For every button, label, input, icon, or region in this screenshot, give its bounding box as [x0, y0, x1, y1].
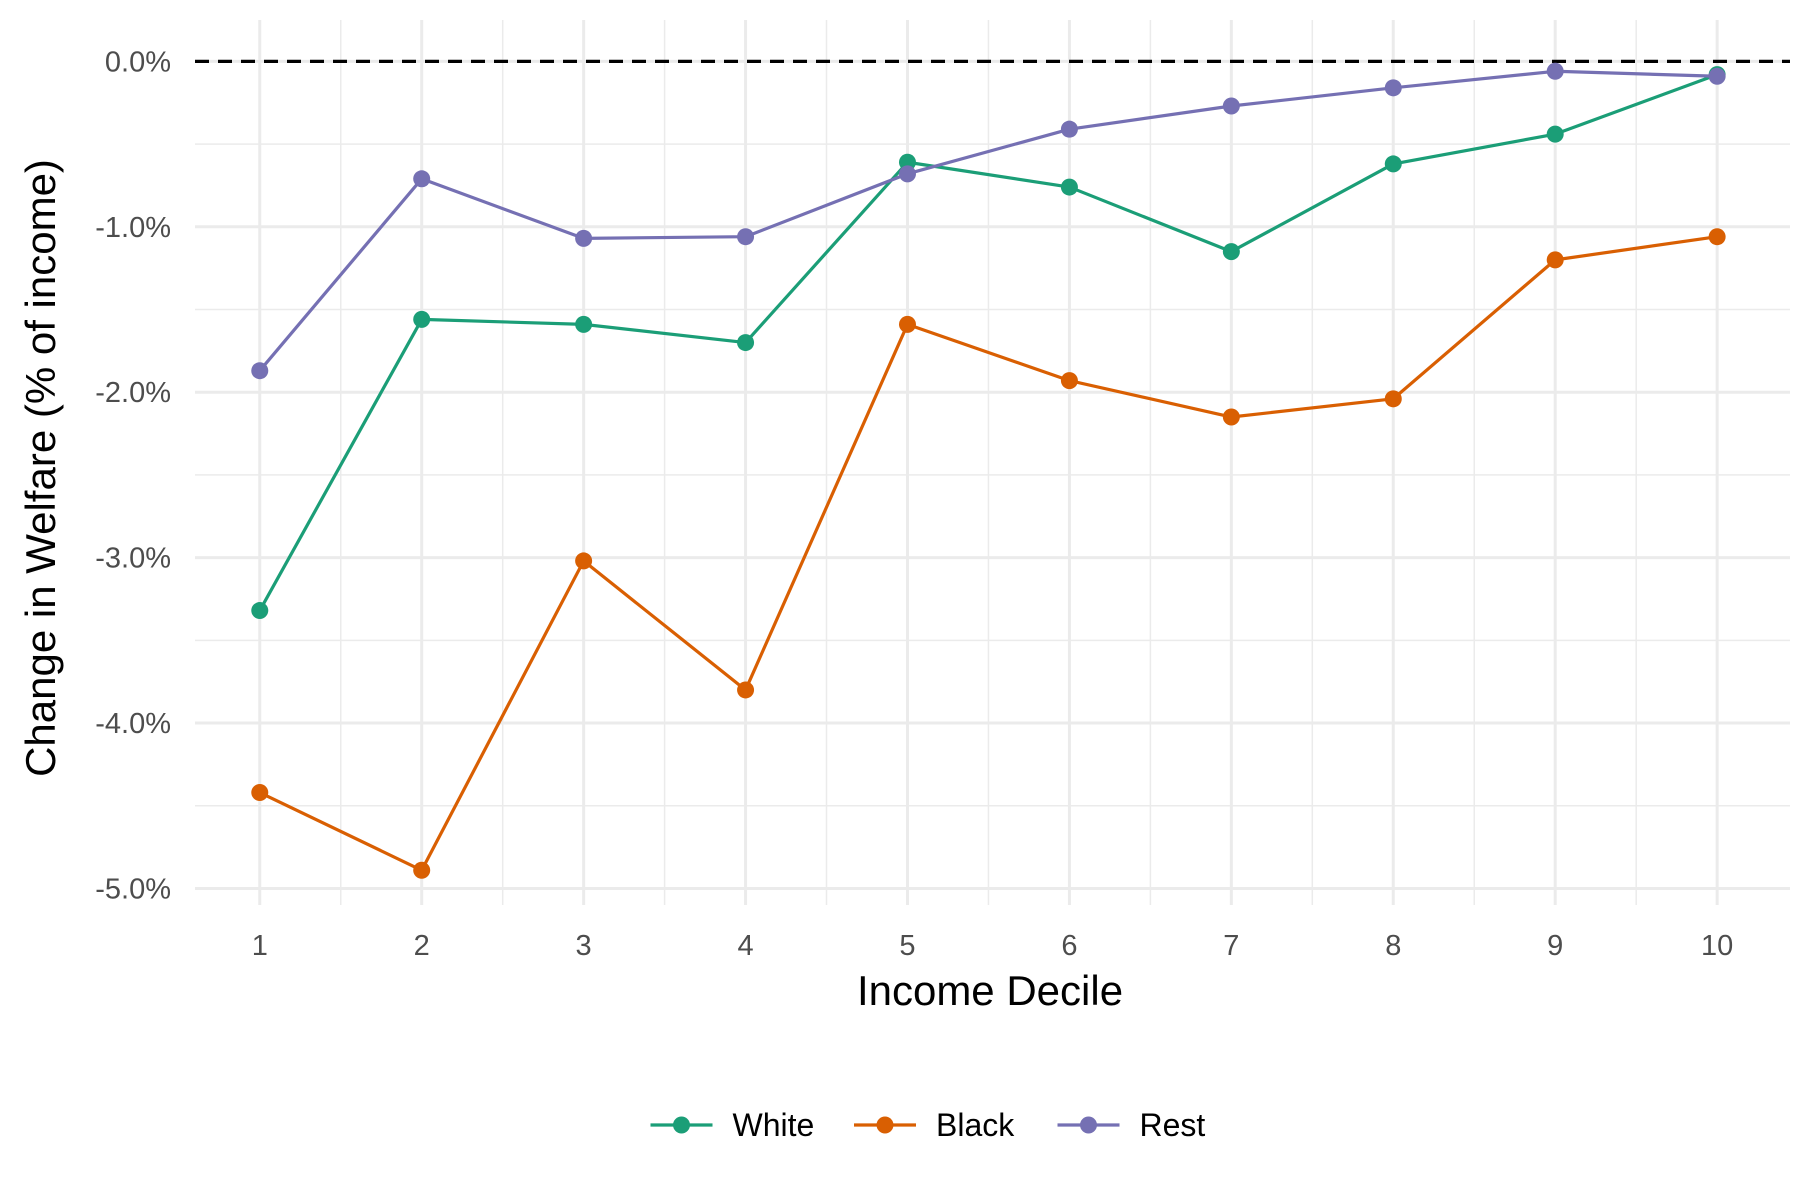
legend-item-white: White	[650, 1107, 815, 1143]
data-point-white-2	[413, 310, 431, 328]
x-axis-ticks: 1 2 3 4 5 6 7 8 9 10	[252, 930, 1734, 962]
data-point-rest-7	[1222, 97, 1240, 115]
legend-item-rest: Rest	[1057, 1107, 1206, 1143]
data-point-black-4	[737, 681, 755, 699]
legend-label-rest: Rest	[1140, 1107, 1206, 1143]
data-point-rest-3	[575, 229, 593, 247]
data-point-white-9	[1546, 125, 1564, 143]
x-tick-label: 3	[576, 930, 592, 962]
data-point-white-1	[251, 602, 269, 620]
x-tick-label: 5	[899, 930, 915, 962]
x-tick-label: 9	[1547, 930, 1563, 962]
data-point-white-6	[1060, 178, 1078, 196]
x-tick-label: 7	[1223, 930, 1239, 962]
y-axis-title: Change in Welfare (% of income)	[17, 159, 64, 777]
legend-label-black: Black	[936, 1107, 1015, 1143]
data-point-white-7	[1222, 243, 1240, 261]
y-tick-label: -1.0%	[95, 212, 171, 244]
data-point-black-3	[575, 552, 593, 570]
data-point-rest-2	[413, 170, 431, 188]
data-point-black-9	[1546, 251, 1564, 269]
data-point-black-10	[1708, 228, 1726, 246]
y-tick-label: -5.0%	[95, 873, 171, 905]
data-point-rest-8	[1384, 79, 1402, 97]
legend-key-point-black	[876, 1116, 894, 1134]
series-black	[251, 228, 1726, 879]
series-line-rest	[258, 69, 1718, 372]
y-tick-label: -4.0%	[95, 708, 171, 740]
data-point-black-2	[413, 861, 431, 879]
data-point-rest-5	[898, 165, 916, 183]
y-tick-label: -3.0%	[95, 543, 171, 575]
legend: White Black Rest	[650, 1107, 1206, 1143]
data-point-white-8	[1384, 155, 1402, 173]
data-point-black-6	[1060, 372, 1078, 390]
series-rest	[251, 62, 1726, 380]
legend-key-point-rest	[1080, 1116, 1097, 1134]
data-point-rest-9	[1546, 62, 1564, 80]
data-point-rest-6	[1060, 120, 1078, 138]
x-tick-label: 6	[1061, 930, 1077, 962]
legend-key-point-white	[673, 1116, 690, 1134]
x-tick-label: 4	[737, 930, 753, 962]
legend-item-black: Black	[854, 1107, 1015, 1143]
x-tick-label: 2	[414, 930, 430, 962]
data-point-white-4	[737, 334, 755, 352]
x-tick-label: 10	[1701, 930, 1733, 962]
x-tick-label: 1	[252, 930, 268, 962]
x-axis-title: Income Decile	[857, 967, 1123, 1014]
grid	[195, 20, 1790, 905]
data-point-white-3	[575, 315, 593, 333]
series-group	[251, 62, 1726, 879]
data-point-rest-10	[1708, 67, 1726, 85]
data-point-black-1	[251, 784, 269, 802]
data-point-black-7	[1222, 408, 1240, 426]
series-line-black	[259, 235, 1718, 872]
y-tick-label: 0.0%	[105, 46, 171, 78]
data-point-rest-1	[251, 362, 269, 380]
series-line-white	[258, 73, 1718, 612]
y-tick-label: -2.0%	[95, 377, 171, 409]
data-point-black-5	[898, 315, 916, 333]
x-tick-label: 8	[1385, 930, 1401, 962]
data-point-black-8	[1384, 390, 1402, 408]
data-point-rest-4	[737, 228, 755, 246]
legend-label-white: White	[733, 1107, 815, 1143]
y-axis-ticks: 0.0% -1.0% -2.0% -3.0% -4.0% -5.0%	[95, 46, 171, 905]
